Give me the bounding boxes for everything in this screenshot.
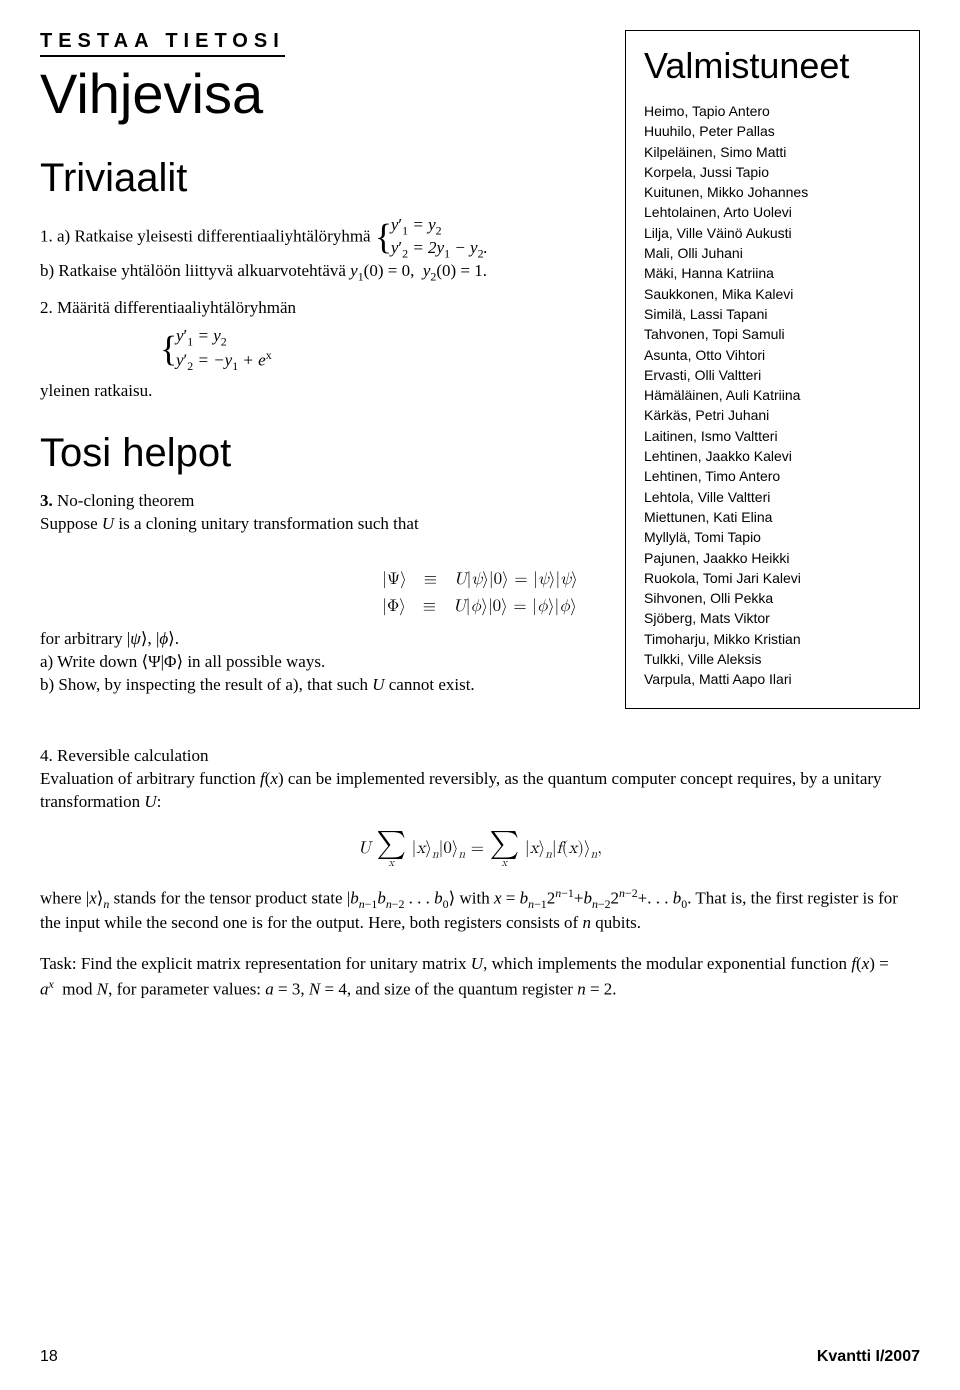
list-item: Ruokola, Tomi Jari Kalevi xyxy=(644,568,901,588)
list-item: Kilpeläinen, Simo Matti xyxy=(644,142,901,162)
list-item: Miettunen, Kati Elina xyxy=(644,507,901,527)
list-item: Lilja, Ville Väinö Aukusti xyxy=(644,223,901,243)
p4-title: 4. Reversible calculation xyxy=(40,745,920,768)
page-footer: 18 Kvantti I/2007 xyxy=(40,1348,920,1366)
list-item: Tulkki, Ville Aleksis xyxy=(644,649,901,669)
p4-line1: Evaluation of arbitrary function f(x) ca… xyxy=(40,768,920,814)
list-item: Heimo, Tapio Antero xyxy=(644,101,901,121)
list-item: Lehtinen, Jaakko Kalevi xyxy=(644,446,901,466)
p4-line2: where |x⟩n stands for the tensor product… xyxy=(40,885,920,935)
problem-2: 2. Määritä differentiaaliyhtälöryhmän y′… xyxy=(40,297,600,403)
header-label: Testaa tietosi xyxy=(40,30,285,57)
list-item: Varpula, Matti Aapo Ilari xyxy=(644,669,901,689)
section-tosi-helpot: Tosi helpot xyxy=(40,431,600,476)
name-list: Heimo, Tapio AnteroHuuhilo, Peter Pallas… xyxy=(644,101,901,690)
list-item: Pajunen, Jaakko Heikki xyxy=(644,548,901,568)
p2-suffix: yleinen ratkaisu. xyxy=(40,381,152,400)
list-item: Similä, Lassi Tapani xyxy=(644,304,901,324)
p2-prefix: 2. Määritä differentiaaliyhtälöryhmän xyxy=(40,298,296,317)
p1-b-text: b) Ratkaise yhtälöön liittyvä alkuarvote… xyxy=(40,261,487,280)
list-item: Kärkäs, Petri Juhani xyxy=(644,405,901,425)
list-item: Ervasti, Olli Valtteri xyxy=(644,365,901,385)
page-number: 18 xyxy=(40,1348,58,1366)
issue-label: Kvantti I/2007 xyxy=(817,1348,920,1366)
p4-task: Task: Find the explicit matrix represent… xyxy=(40,953,920,1002)
sidebox-valmistuneet: Valmistuneet Heimo, Tapio AnteroHuuhilo,… xyxy=(625,30,920,709)
p3-title: 3. No-cloning theorem xyxy=(40,491,194,510)
list-item: Korpela, Jussi Tapio xyxy=(644,162,901,182)
section-triviaalit: Triviaalit xyxy=(40,156,600,201)
list-item: Tahvonen, Topi Samuli xyxy=(644,324,901,344)
list-item: Saukkonen, Mika Kalevi xyxy=(644,284,901,304)
main-title: Vihjevisa xyxy=(40,61,600,126)
list-item: Sjöberg, Mats Viktor xyxy=(644,608,901,628)
list-item: Sihvonen, Olli Pekka xyxy=(644,588,901,608)
list-item: Lehtinen, Timo Antero xyxy=(644,466,901,486)
list-item: Mali, Olli Juhani xyxy=(644,243,901,263)
list-item: Timoharju, Mikko Kristian xyxy=(644,629,901,649)
list-item: Lehtola, Ville Valtteri xyxy=(644,487,901,507)
p1-a-text: 1. a) Ratkaise yleisesti differentiaaliy… xyxy=(40,227,375,246)
list-item: Huuhilo, Peter Pallas xyxy=(644,121,901,141)
sidebox-title: Valmistuneet xyxy=(644,45,901,87)
list-item: Lehtolainen, Arto Uolevi xyxy=(644,202,901,222)
list-item: Hämäläinen, Auli Katriina xyxy=(644,385,901,405)
list-item: Myllylä, Tomi Tapio xyxy=(644,527,901,547)
p3-line1: Suppose U is a cloning unitary transform… xyxy=(40,514,419,533)
problem-3-intro: 3. No-cloning theorem Suppose U is a clo… xyxy=(40,490,600,536)
list-item: Laitinen, Ismo Valtteri xyxy=(644,426,901,446)
list-item: Mäki, Hanna Katriina xyxy=(644,263,901,283)
list-item: Asunta, Otto Vihtori xyxy=(644,345,901,365)
problem-1: 1. a) Ratkaise yleisesti differentiaaliy… xyxy=(40,215,600,285)
list-item: Kuitunen, Mikko Johannes xyxy=(644,182,901,202)
problem-4: 4. Reversible calculation Evaluation of … xyxy=(40,745,920,1001)
